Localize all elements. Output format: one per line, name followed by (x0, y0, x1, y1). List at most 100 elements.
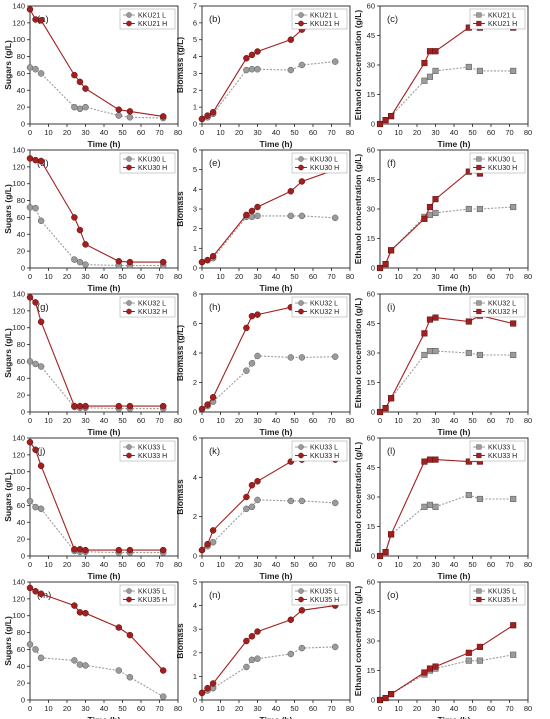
x-tick-label: 20 (413, 416, 421, 425)
y-tick-label: 4 (193, 52, 197, 61)
x-tick-label: 30 (431, 128, 439, 137)
data-point-low (476, 67, 483, 74)
y-tick-label: 30 (367, 493, 375, 502)
legend-label: KKU32 L (310, 301, 338, 308)
data-point-high (37, 157, 45, 165)
legend-label: KKU21 L (138, 13, 166, 20)
y-tick-label: 0 (21, 264, 25, 273)
data-point-high (254, 478, 261, 485)
data-point-low (298, 212, 306, 220)
x-tick-label: 0 (28, 416, 32, 425)
legend-label: KKU30 L (138, 157, 166, 164)
chart-panel-k: 0 10 20 30 40 50 60 70 80 0 2 4 6 Time (h) Biomass (k) K… (175, 434, 354, 582)
x-tick-label: 60 (309, 704, 317, 713)
legend-marker (298, 156, 304, 162)
data-point-low (331, 58, 339, 65)
series-line-low (29, 206, 164, 267)
x-tick-label: 50 (468, 560, 476, 569)
x-tick-label: 50 (118, 560, 126, 569)
data-point-low (426, 73, 433, 80)
x-tick-label: 40 (450, 416, 458, 425)
x-tick-label: 80 (174, 128, 182, 137)
x-tick-label: 80 (174, 704, 182, 713)
series-line-high (29, 157, 164, 263)
x-tick-label: 30 (253, 416, 261, 425)
x-tick-label: 30 (81, 560, 89, 569)
panel-label: (c) (387, 14, 398, 25)
data-point-low (465, 491, 472, 499)
data-point-low (37, 505, 45, 513)
x-tick-label: 0 (200, 128, 204, 137)
data-point-high (198, 405, 206, 413)
data-point-high (254, 628, 261, 635)
data-point-low (510, 203, 517, 211)
legend-marker (476, 452, 482, 459)
y-tick-label: 80 (17, 340, 25, 349)
y-tick-label: 0 (193, 552, 197, 561)
x-tick-label: 80 (346, 128, 354, 137)
data-point-low (298, 354, 306, 361)
x-tick-label: 0 (200, 416, 204, 425)
y-axis-label: Biomass (g/L) (175, 37, 185, 93)
x-tick-label: 30 (81, 272, 89, 281)
y-tick-label: 2 (193, 86, 197, 95)
data-point-high (510, 320, 517, 327)
x-tick-label: 50 (290, 704, 298, 713)
legend-marker (476, 20, 482, 27)
legend-marker (298, 12, 304, 18)
legend-label: KKU30 H (138, 165, 167, 172)
y-tick-label: 100 (12, 179, 25, 188)
x-axis-label: Time (h) (88, 139, 121, 149)
x-tick-label: 80 (524, 128, 532, 137)
y-axis-label: Biomass (175, 191, 185, 227)
data-point-high (76, 546, 84, 553)
data-point-high (426, 48, 433, 55)
x-tick-label: 0 (200, 704, 204, 713)
y-tick-label: 80 (17, 484, 25, 493)
data-point-low (254, 352, 261, 360)
x-tick-label: 80 (524, 272, 532, 281)
x-tick-label: 70 (327, 272, 335, 281)
y-tick-label: 100 (12, 35, 25, 44)
x-tick-label: 20 (413, 704, 421, 713)
x-tick-label: 50 (290, 560, 298, 569)
legend-label: KKU21 H (138, 21, 167, 28)
data-point-high (432, 663, 439, 670)
data-point-high (465, 318, 472, 325)
data-point-low (76, 105, 84, 113)
data-point-low (243, 367, 250, 374)
data-point-high (382, 694, 389, 702)
x-tick-label: 50 (118, 272, 126, 281)
data-point-low (465, 63, 472, 71)
y-tick-label: 0 (371, 264, 375, 273)
legend-label: KKU35 L (310, 589, 338, 596)
x-axis-label: Time (h) (260, 571, 293, 581)
x-tick-label: 70 (155, 128, 163, 137)
data-point-high (388, 395, 395, 402)
data-point-high (243, 324, 250, 332)
data-point-low (510, 67, 517, 74)
data-point-low (476, 351, 483, 359)
y-axis-label: Ethanol concentration (g/L) (353, 154, 363, 265)
x-tick-label: 40 (272, 416, 280, 425)
x-tick-label: 20 (63, 272, 71, 281)
x-tick-label: 0 (28, 128, 32, 137)
data-point-low (465, 205, 472, 213)
y-tick-label: 0 (371, 552, 375, 561)
x-tick-label: 0 (200, 560, 204, 569)
x-tick-label: 20 (63, 416, 71, 425)
legend-marker (476, 444, 482, 450)
y-tick-label: 60 (17, 213, 25, 222)
x-axis-label: Time (h) (260, 139, 293, 149)
data-point-high (287, 616, 295, 624)
data-point-low (476, 205, 483, 213)
data-point-low (254, 65, 261, 73)
series-line-low (379, 206, 514, 269)
panel-label: (e) (209, 158, 221, 169)
x-tick-label: 40 (100, 704, 108, 713)
x-tick-label: 10 (44, 272, 52, 281)
legend-marker (126, 444, 132, 450)
x-axis-label: Time (h) (88, 715, 121, 719)
